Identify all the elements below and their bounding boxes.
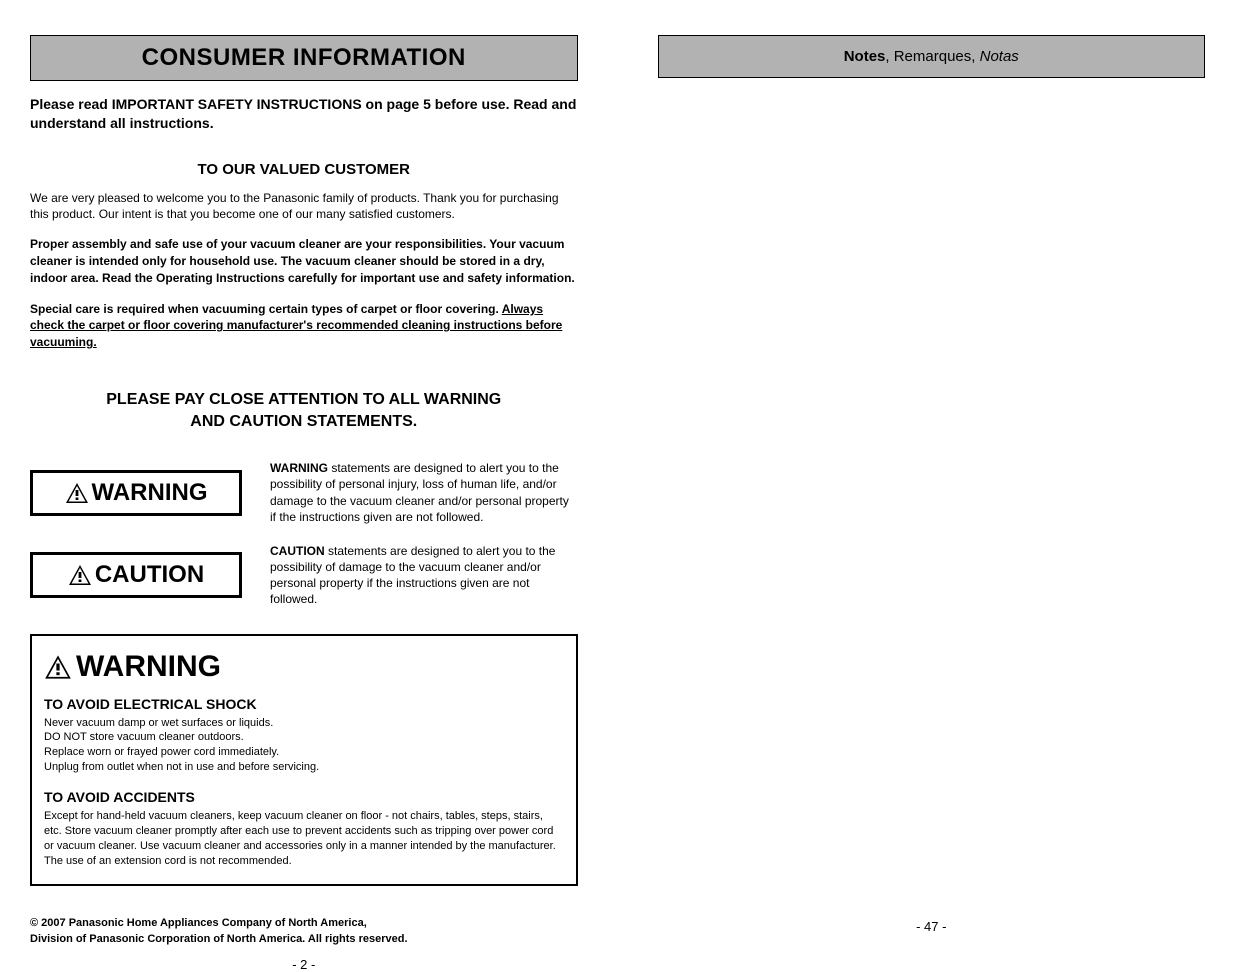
notas-label-italic: Notas [980, 48, 1019, 65]
special-care-prefix: Special care is required when vacuuming … [30, 302, 502, 316]
warning-label-row: WARNING WARNING statements are designed … [30, 460, 578, 525]
consumer-info-title: CONSUMER INFORMATION [41, 44, 567, 72]
caution-label-row: CAUTION CAUTION statements are designed … [30, 543, 578, 608]
notes-header: Notes, Remarques, Notas [658, 35, 1206, 78]
right-page-number: - 47 - [658, 919, 1206, 934]
caution-label-box: CAUTION [30, 552, 242, 598]
warning-desc-bold: WARNING [270, 461, 328, 475]
page-right: Notes, Remarques, Notas - 47 - [618, 0, 1235, 954]
electrical-shock-body: Never vacuum damp or wet surfaces or liq… [44, 716, 564, 775]
proper-assembly-paragraph: Proper assembly and safe use of your vac… [30, 236, 578, 286]
welcome-paragraph: We are very pleased to welcome you to th… [30, 190, 578, 222]
accidents-heading: TO AVOID ACCIDENTS [44, 789, 564, 805]
special-care-paragraph: Special care is required when vacuuming … [30, 301, 578, 351]
intro-instructions: Please read IMPORTANT SAFETY INSTRUCTION… [30, 95, 578, 133]
accidents-body: Except for hand-held vacuum cleaners, ke… [44, 809, 564, 868]
notes-label-bold: Notes [844, 48, 886, 65]
caution-triangle-icon [68, 564, 92, 586]
page-left: CONSUMER INFORMATION Please read IMPORTA… [0, 0, 618, 954]
notes-blank-area [658, 92, 1206, 909]
warning-description: WARNING statements are designed to alert… [270, 460, 578, 525]
panel-warning-triangle-icon [44, 654, 72, 680]
panel-warning-title: WARNING [76, 650, 221, 684]
warning-triangle-icon [65, 482, 89, 504]
electrical-shock-heading: TO AVOID ELECTRICAL SHOCK [44, 696, 564, 712]
caution-label-text: CAUTION [95, 561, 204, 589]
warning-panel-title-row: WARNING [44, 650, 564, 684]
warning-label-text: WARNING [92, 479, 208, 507]
consumer-info-header: CONSUMER INFORMATION [30, 35, 578, 81]
warning-panel: WARNING TO AVOID ELECTRICAL SHOCK Never … [30, 634, 578, 887]
valued-customer-heading: TO OUR VALUED CUSTOMER [30, 161, 578, 178]
copyright-text: © 2007 Panasonic Home Appliances Company… [30, 886, 578, 947]
caution-description: CAUTION statements are designed to alert… [270, 543, 578, 608]
remarques-label: , Remarques, [885, 48, 979, 65]
left-page-number: - 2 - [30, 957, 578, 972]
attention-heading: PLEASE PAY CLOSE ATTENTION TO ALL WARNIN… [30, 389, 578, 432]
caution-desc-bold: CAUTION [270, 544, 325, 558]
warning-label-box: WARNING [30, 470, 242, 516]
